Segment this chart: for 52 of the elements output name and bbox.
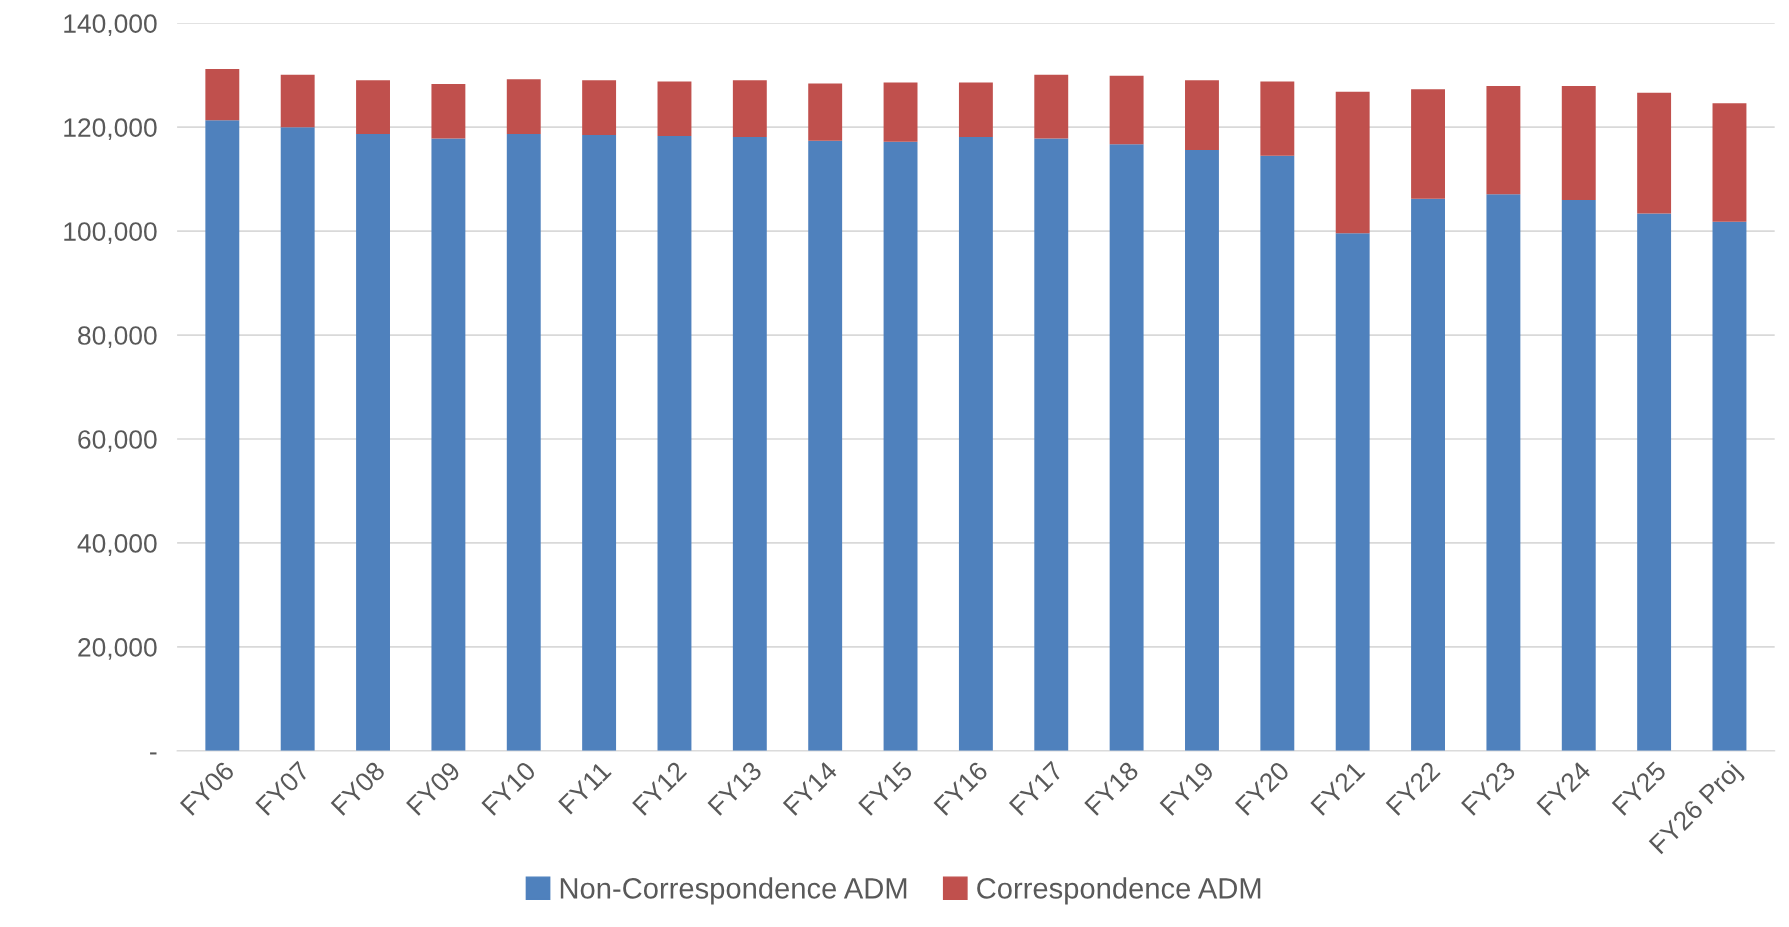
- bar: [657, 81, 692, 136]
- bar: [1185, 80, 1219, 150]
- y-tick-label: 80,000: [78, 326, 157, 348]
- bar: [657, 135, 692, 751]
- bar: [356, 80, 390, 134]
- bar: [1712, 103, 1747, 222]
- bar: [1712, 221, 1747, 751]
- bar: [431, 138, 466, 751]
- bar: [1335, 91, 1370, 234]
- bar: [883, 141, 918, 751]
- y-tick-label: 140,000: [64, 14, 157, 37]
- y-tick-label: 20,000: [78, 638, 157, 660]
- y-tick-label: 100,000: [64, 222, 157, 245]
- bar: [808, 140, 843, 751]
- y-tick-label: 40,000: [77, 534, 157, 556]
- bar: [1486, 86, 1521, 195]
- bar: [205, 68, 240, 121]
- bar: [1260, 155, 1295, 751]
- legend-label: Correspondence ADM: [977, 877, 1261, 905]
- bar: [1335, 233, 1370, 751]
- bar: [582, 134, 617, 751]
- bar: [1260, 81, 1295, 156]
- bar: [1637, 92, 1672, 214]
- bar: [280, 74, 315, 128]
- y-tick-label: 120,000: [64, 118, 157, 141]
- bar: [732, 80, 767, 138]
- bar: [1561, 199, 1596, 751]
- y-tick-label: 60,000: [78, 430, 157, 452]
- bar: [883, 82, 918, 142]
- bar: [1561, 86, 1596, 200]
- bar: [1411, 89, 1445, 199]
- bar: [431, 83, 466, 139]
- bar: [582, 80, 617, 135]
- bar: [506, 133, 541, 751]
- bar: [205, 120, 240, 751]
- bar: [732, 137, 767, 751]
- bar: [808, 83, 843, 141]
- bar: [1034, 74, 1069, 139]
- bar: [1411, 198, 1445, 751]
- bar: [356, 133, 390, 751]
- bar: [958, 82, 993, 138]
- bar: [1486, 194, 1521, 751]
- bar: [506, 79, 541, 134]
- legend-label: Non-Correspondence ADM: [560, 877, 907, 905]
- bar: [1637, 213, 1672, 751]
- bar: [1185, 150, 1219, 751]
- bar: [1109, 144, 1144, 751]
- bar: [958, 137, 993, 751]
- bar: [280, 127, 315, 751]
- bar: [1109, 75, 1144, 145]
- bar: [1034, 138, 1069, 751]
- y-tick-label: -: [150, 752, 157, 755]
